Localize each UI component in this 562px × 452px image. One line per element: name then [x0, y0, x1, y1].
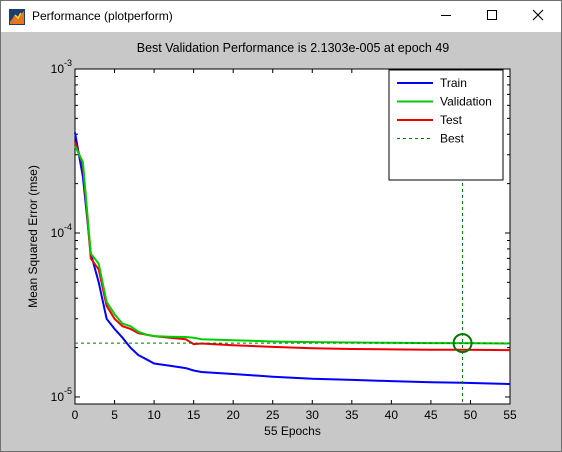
legend-label-test: Test — [440, 113, 463, 127]
minimize-icon — [440, 8, 452, 26]
close-button[interactable] — [515, 1, 561, 32]
x-tick-label: 55 — [503, 408, 517, 422]
legend-label-best: Best — [440, 132, 465, 146]
y-tick-exponent: -5 — [64, 386, 72, 396]
window-title: Performance (plotperform) — [32, 9, 173, 23]
y-tick-label: 10 — [51, 390, 65, 404]
figure-canvas: Best Validation Performance is 2.1303e-0… — [1, 32, 561, 451]
y-axis: 10-510-410-3 — [51, 58, 510, 404]
series-line-train — [74, 132, 511, 385]
close-icon — [532, 8, 544, 26]
x-tick-label: 5 — [111, 408, 118, 422]
x-tick-label: 20 — [227, 408, 241, 422]
x-tick-label: 50 — [464, 408, 478, 422]
title-bar[interactable]: Performance (plotperform) — [1, 1, 561, 32]
best-marker-circle — [452, 333, 473, 354]
x-tick-label: 0 — [72, 408, 79, 422]
x-axis-label: 55 Epochs — [264, 424, 321, 438]
y-tick-exponent: -3 — [64, 58, 72, 68]
y-tick-label: 10 — [51, 62, 65, 76]
matlab-figure-icon — [9, 9, 25, 25]
x-tick-label: 30 — [306, 408, 320, 422]
legend-label-validation: Validation — [440, 95, 492, 109]
x-tick-label: 45 — [424, 408, 438, 422]
series-layer — [74, 132, 511, 385]
chart-title: Best Validation Performance is 2.1303e-0… — [137, 41, 450, 55]
x-tick-label: 15 — [187, 408, 201, 422]
legend[interactable]: Train Validation Test Best — [388, 69, 504, 181]
x-axis: 0 5 10 15 20 25 30 35 40 45 50 55 — [72, 69, 517, 422]
x-tick-label: 10 — [147, 408, 161, 422]
maximize-icon — [486, 8, 498, 26]
x-tick-label: 40 — [385, 408, 399, 422]
maximize-button[interactable] — [469, 1, 515, 32]
minimize-button[interactable] — [423, 1, 469, 32]
legend-box — [388, 69, 504, 181]
x-tick-label: 25 — [266, 408, 280, 422]
y-tick-exponent: -4 — [64, 222, 72, 232]
x-tick-label: 35 — [345, 408, 359, 422]
performance-chart: Best Validation Performance is 2.1303e-0… — [26, 41, 517, 438]
series-line-validation — [74, 145, 511, 345]
legend-label-train: Train — [440, 76, 467, 90]
y-tick-label: 10 — [51, 226, 65, 240]
y-axis-label: Mean Squared Error (mse) — [26, 165, 40, 308]
